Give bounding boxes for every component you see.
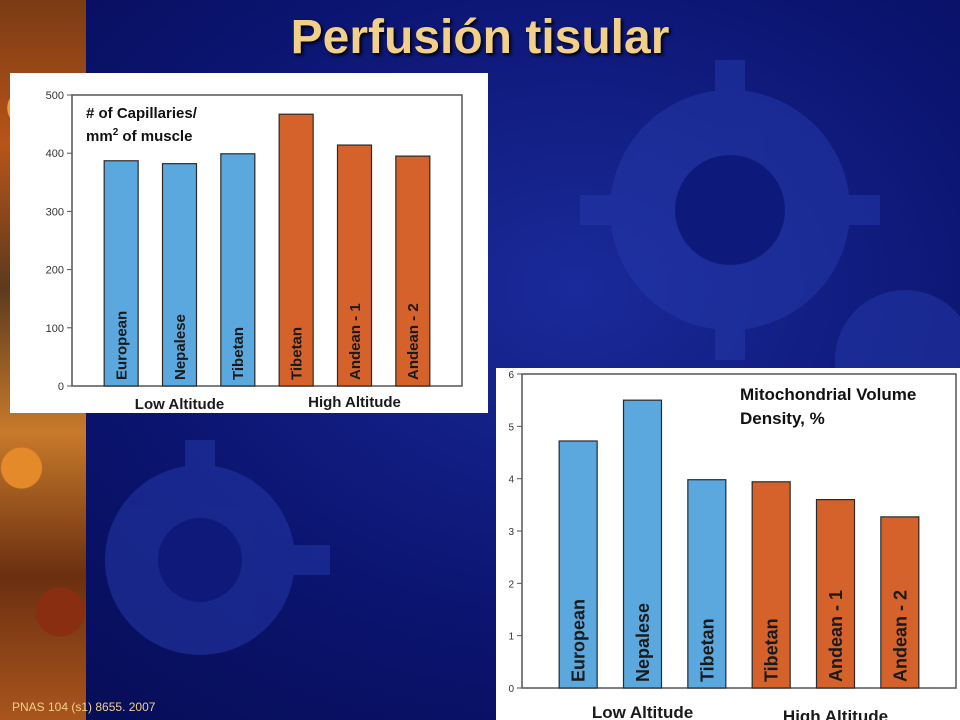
y-tick-label: 1: [508, 632, 514, 643]
plot-frame: [71, 94, 463, 387]
y-tick-label: 0: [58, 381, 64, 393]
chart-title-line2: mm2 of muscle: [86, 127, 192, 145]
y-tick-label: 500: [46, 90, 64, 102]
capillaries-chart-svg: 0 100 200 300 400 500 European Nepalese Tibetan T…: [46, 90, 463, 413]
y-tick-label: 3: [508, 527, 514, 538]
bar-category-label: Tibetan: [762, 618, 782, 682]
y-tick-label: 6: [508, 370, 514, 381]
group-label: Low Altitude: [592, 703, 693, 720]
slide-title: Perfusión tisular: [290, 11, 670, 64]
chart-title-line2: Density, %: [740, 409, 825, 428]
bar: [687, 479, 727, 689]
bar-category-label: Andean - 2: [405, 303, 422, 380]
y-tick-label: 2: [508, 579, 514, 590]
bar: [220, 153, 256, 387]
chart-title-line1: Mitochondrial Volume: [740, 385, 916, 404]
bar-category-label: European: [569, 599, 589, 682]
bar-category-label: Andean - 1: [347, 303, 364, 380]
y-tick-label: 200: [46, 265, 64, 277]
group-label: Low Altitude: [135, 396, 224, 413]
bar: [622, 399, 663, 689]
bar: [558, 440, 598, 689]
bar: [880, 516, 920, 689]
y-tick-label: 300: [46, 206, 64, 218]
group-label: High Altitude: [783, 707, 888, 720]
bar: [161, 163, 198, 387]
mitochondrial-chart: 0 1 2 3 4 5 6 European Nepalese Tibetan Tibetan And…: [496, 368, 960, 720]
bar: [751, 481, 791, 689]
bar: [815, 499, 856, 689]
bar: [278, 113, 314, 387]
y-tick-label: 4: [508, 475, 514, 486]
bar-category-label: Nepalese: [172, 314, 189, 380]
chart-title-line1: # of Capillaries/: [86, 105, 198, 122]
y-tick-label: 100: [46, 323, 64, 335]
bar-category-label: Tibetan: [230, 327, 247, 380]
capillaries-chart: 0 100 200 300 400 500 European Nepalese Tibetan T…: [10, 73, 488, 413]
bar-category-label: Nepalese: [633, 603, 653, 682]
y-tick-label: 400: [46, 148, 64, 160]
bar: [336, 144, 373, 387]
bar-category-label: European: [114, 311, 131, 380]
mitochondrial-chart-svg: 0 1 2 3 4 5 6 European Nepalese Tibetan Tibetan And…: [508, 370, 957, 720]
bar-category-label: Tibetan: [289, 327, 306, 380]
bar-category-label: Tibetan: [697, 618, 717, 682]
bar: [103, 160, 139, 387]
group-label: High Altitude: [308, 394, 401, 411]
citation-text: PNAS 104 (s1) 8655. 2007: [12, 700, 156, 714]
y-tick-label: 5: [508, 422, 514, 433]
bar: [395, 155, 431, 387]
bar-category-label: Andean - 2: [890, 590, 910, 682]
bar-category-label: Andean - 1: [826, 590, 846, 682]
y-tick-label: 0: [508, 684, 514, 695]
